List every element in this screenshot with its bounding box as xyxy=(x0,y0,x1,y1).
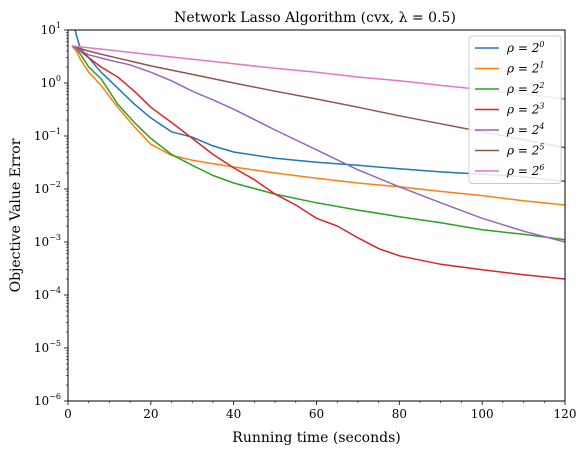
y-tick-label: 10−1 xyxy=(34,127,61,143)
x-tick-label: 0 xyxy=(64,407,72,421)
y-axis-label: Objective Value Error xyxy=(8,138,24,292)
legend-label: ρ = 23 xyxy=(506,102,544,117)
x-tick-label: 60 xyxy=(309,407,324,421)
legend-label: ρ = 26 xyxy=(506,163,544,178)
legend-label: ρ = 24 xyxy=(506,122,544,137)
x-tick-label: 20 xyxy=(143,407,158,421)
legend-label: ρ = 21 xyxy=(506,61,544,76)
legend-label: ρ = 22 xyxy=(506,81,544,96)
y-tick-label: 10−4 xyxy=(34,286,61,302)
y-tick-label: 100 xyxy=(41,74,61,90)
x-tick-label: 80 xyxy=(392,407,407,421)
legend-label: ρ = 25 xyxy=(506,143,544,158)
legend: ρ = 20 ρ = 21 ρ = 22 ρ = 23 ρ = 24 ρ = 25 ρ = … xyxy=(469,36,561,184)
x-tick-label: 120 xyxy=(554,407,577,421)
y-tick-label: 10−6 xyxy=(34,392,61,408)
y-tick-label: 10−3 xyxy=(34,233,61,249)
y-tick-label: 101 xyxy=(41,21,61,37)
chart-title: Network Lasso Algorithm (cvx, λ = 0.5) xyxy=(174,10,456,26)
y-tick-label: 10−5 xyxy=(34,339,61,355)
y-tick-label: 10−2 xyxy=(34,180,61,196)
x-tick-label: 100 xyxy=(471,407,494,421)
legend-label: ρ = 20 xyxy=(506,40,544,55)
x-tick-label: 40 xyxy=(226,407,241,421)
x-axis-label: Running time (seconds) xyxy=(232,430,400,446)
